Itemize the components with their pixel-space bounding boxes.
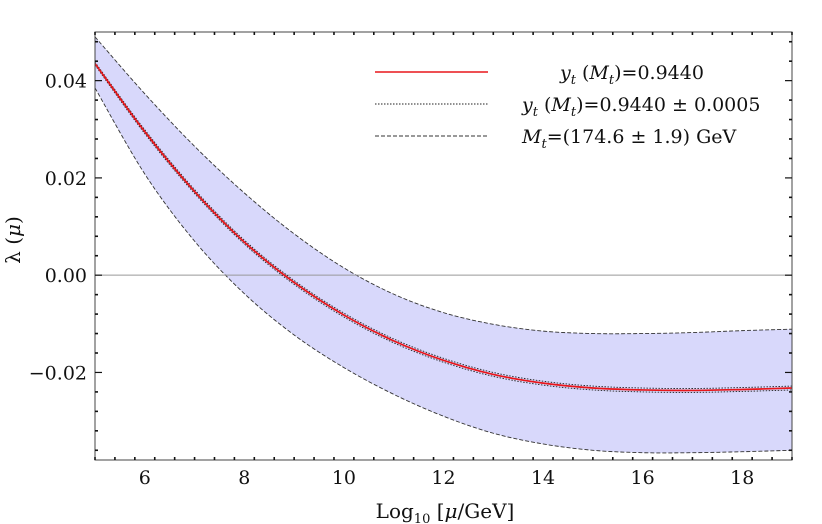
y-tick-label: 0.00: [45, 265, 87, 287]
yt-upper-curve: [95, 61, 792, 389]
x-tick-label: 12: [431, 467, 455, 489]
x-tick-label: 18: [730, 467, 754, 489]
y-tick-label: −0.02: [29, 362, 87, 384]
x-tick-label: 16: [631, 467, 655, 489]
curves: [95, 61, 792, 393]
central-curve: [95, 63, 792, 392]
plot-frame: [94, 31, 793, 461]
yt-lower-curve: [95, 64, 792, 393]
x-tick-label: 10: [332, 467, 356, 489]
legend-label-central: yt (Mt)=0.9440: [559, 62, 704, 88]
legend-label-yt-error: yt (Mt)=0.9440 ± 0.0005: [521, 94, 760, 120]
legend-label-mt-error: Mt=(174.6 ± 1.9) GeV: [521, 126, 737, 152]
x-tick-labels: 6 8 10 12 14 16 18: [139, 467, 755, 489]
ticks: [94, 32, 793, 460]
y-tick-labels: 0.04 0.02 0.00 −0.02: [29, 71, 87, 385]
x-axis-title: Log10 [μ/GeV]: [376, 499, 515, 524]
band-fill: [95, 36, 792, 453]
band-lower-edge: [95, 87, 792, 454]
x-tick-label: 6: [139, 467, 151, 489]
x-tick-label: 14: [531, 467, 555, 489]
y-tick-label: 0.04: [45, 71, 87, 93]
y-axis-title: λ (μ): [1, 216, 25, 264]
y-tick-label: 0.02: [45, 168, 87, 190]
legend: yt (Mt)=0.9440 yt (Mt)=0.9440 ± 0.0005 M…: [375, 62, 760, 152]
mt-uncertainty-band: [95, 36, 792, 454]
x-tick-label: 8: [238, 467, 250, 489]
